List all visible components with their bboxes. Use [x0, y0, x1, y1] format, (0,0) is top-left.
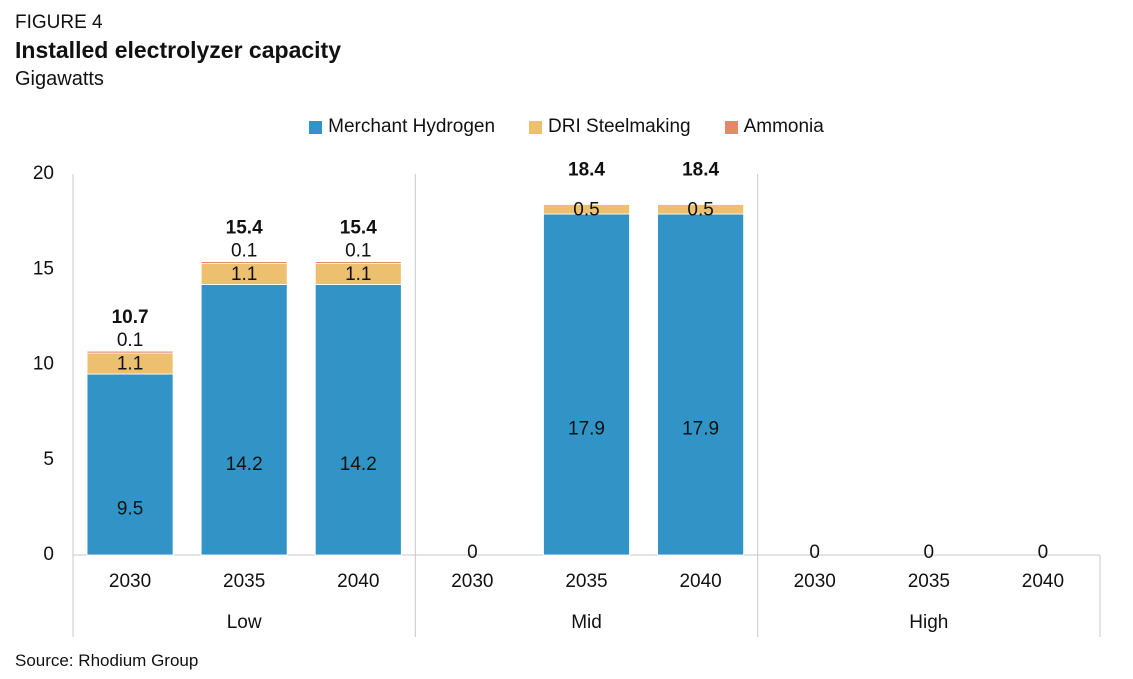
label-ammonia-low-2030: 0.1 — [117, 330, 143, 351]
legend-item-dri-steelmaking: DRI Steelmaking — [529, 116, 691, 138]
total-label-low-2040: 15.4 — [340, 218, 377, 239]
label-dri-steelmaking-mid-2040: 0.5 — [687, 199, 713, 220]
total-label-mid-2040: 18.4 — [682, 159, 719, 180]
label-ammonia-low-2035: 0.1 — [231, 241, 257, 262]
y-tick-label-4: 20 — [33, 163, 54, 184]
figure-label: FIGURE 4 — [15, 12, 103, 33]
total-label-low-2035: 15.4 — [226, 218, 263, 239]
bar-dri-steelmaking-mid-2040 — [657, 204, 745, 215]
y-tick-label-1: 5 — [43, 449, 54, 470]
total-label-high-2035: 0 — [924, 542, 935, 563]
legend: Merchant Hydrogen DRI Steelmaking Ammoni… — [0, 116, 1133, 138]
x-tick-label-mid-2035: 2035 — [565, 571, 607, 592]
label-merchant-hydrogen-low-2030: 9.5 — [117, 499, 143, 520]
group-label-mid: Mid — [571, 612, 602, 633]
source-note: Source: Rhodium Group — [15, 651, 199, 670]
x-tick-label-high-2035: 2035 — [908, 571, 950, 592]
bar-ammonia-low-2040 — [314, 261, 402, 264]
bar-ammonia-low-2030 — [86, 350, 174, 354]
total-label-low-2030: 10.7 — [112, 307, 149, 328]
y-tick-label-2: 10 — [33, 354, 54, 375]
y-tick-label-3: 15 — [33, 258, 54, 279]
x-tick-label-high-2030: 2030 — [794, 571, 836, 592]
label-merchant-hydrogen-low-2040: 14.2 — [340, 454, 377, 475]
label-dri-steelmaking-low-2030: 1.1 — [117, 354, 143, 375]
legend-swatch-merchant-hydrogen — [309, 120, 323, 134]
bar-ammonia-low-2035 — [200, 261, 288, 264]
bar-merchant-hydrogen-low-2040 — [314, 284, 402, 556]
legend-label-dri-steelmaking: DRI Steelmaking — [548, 116, 691, 137]
legend-swatch-ammonia — [724, 120, 738, 134]
total-label-high-2040: 0 — [1038, 542, 1049, 563]
label-dri-steelmaking-low-2040: 1.1 — [345, 264, 371, 285]
legend-label-merchant-hydrogen: Merchant Hydrogen — [328, 116, 496, 137]
x-tick-label-low-2040: 2040 — [337, 571, 379, 592]
label-dri-steelmaking-low-2035: 1.1 — [231, 264, 257, 285]
bar-merchant-hydrogen-low-2035 — [200, 284, 288, 556]
label-merchant-hydrogen-mid-2040: 17.9 — [682, 419, 719, 440]
x-tick-label-high-2040: 2040 — [1022, 571, 1064, 592]
y-tick-label-0: 0 — [43, 544, 54, 565]
legend-label-ammonia: Ammonia — [743, 116, 824, 137]
legend-item-ammonia: Ammonia — [724, 116, 824, 138]
bar-merchant-hydrogen-low-2030 — [86, 373, 174, 556]
bar-merchant-hydrogen-mid-2035 — [543, 213, 630, 556]
legend-swatch-dri-steelmaking — [529, 120, 543, 134]
x-tick-label-low-2035: 2035 — [223, 571, 265, 592]
total-label-high-2030: 0 — [809, 542, 820, 563]
chart-subtitle: Gigawatts — [15, 68, 104, 90]
label-dri-steelmaking-mid-2035: 0.5 — [573, 199, 599, 220]
group-label-high: High — [909, 612, 948, 633]
label-ammonia-low-2040: 0.1 — [345, 241, 371, 262]
x-tick-label-mid-2040: 2040 — [679, 571, 721, 592]
chart-title: Installed electrolyzer capacity — [15, 37, 341, 63]
label-merchant-hydrogen-low-2035: 14.2 — [226, 454, 263, 475]
total-label-mid-2035: 18.4 — [568, 159, 605, 180]
bar-merchant-hydrogen-mid-2040 — [657, 213, 745, 556]
total-label-mid-2030: 0 — [467, 542, 478, 563]
x-tick-label-mid-2030: 2030 — [451, 571, 493, 592]
bar-dri-steelmaking-mid-2035 — [543, 204, 630, 215]
group-label-low: Low — [227, 612, 262, 633]
label-merchant-hydrogen-mid-2035: 17.9 — [568, 419, 605, 440]
legend-item-merchant-hydrogen: Merchant Hydrogen — [309, 116, 495, 138]
x-tick-label-low-2030: 2030 — [109, 571, 151, 592]
